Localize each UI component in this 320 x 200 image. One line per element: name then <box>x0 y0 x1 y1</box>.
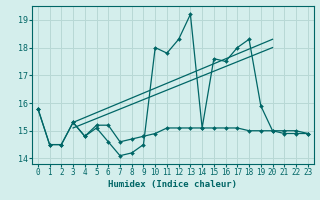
X-axis label: Humidex (Indice chaleur): Humidex (Indice chaleur) <box>108 180 237 189</box>
